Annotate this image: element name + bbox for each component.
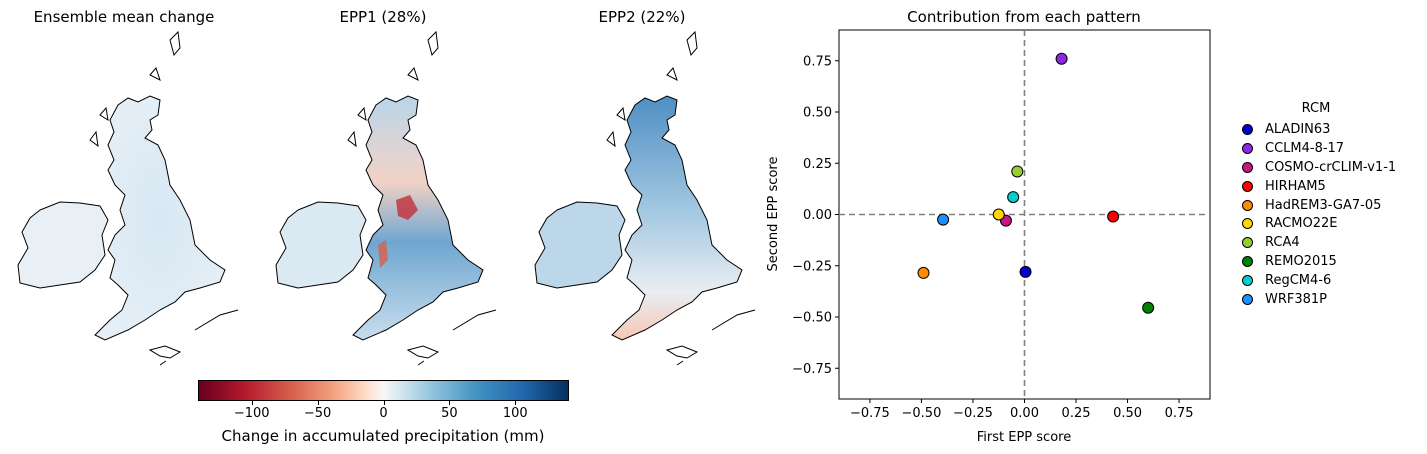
colorbar-tick <box>317 401 319 405</box>
ireland-landmass <box>534 201 626 289</box>
coastline-continent <box>148 309 239 366</box>
point-rca4 <box>1011 165 1024 178</box>
y-tick-label: 0.75 <box>803 54 832 69</box>
point-racmo22e <box>992 208 1005 221</box>
legend-label: RCA4 <box>1265 235 1300 251</box>
colorbar-tick-label: −50 <box>303 406 332 421</box>
colorbar-tick-label: −100 <box>233 406 270 421</box>
scottish-islands <box>606 30 698 148</box>
x-tick-label: −0.50 <box>902 406 942 421</box>
y-tick-label: 0.25 <box>803 157 832 172</box>
colorbar-tick <box>383 401 385 405</box>
red-anomaly-pennines <box>396 195 418 220</box>
ireland-landmass <box>17 201 109 289</box>
epp2-map <box>534 30 756 366</box>
colorbar-tick-label: 100 <box>502 406 528 421</box>
y-tick-label: −0.50 <box>792 311 832 326</box>
legend: RCM ALADIN63 CCLM4-8-17 COSMO-crCLIM-v1-1 H… <box>1236 101 1396 309</box>
red-anomaly-wales <box>378 240 388 268</box>
legend-marker <box>1242 293 1253 305</box>
legend-label: HadREM3-GA7-05 <box>1265 197 1382 213</box>
legend-item: HIRHAM5 <box>1236 177 1396 196</box>
gb-landmass <box>611 95 743 341</box>
reference-lines <box>839 30 1210 399</box>
legend-title: RCM <box>1301 101 1331 116</box>
legend-item: RACMO22E <box>1236 214 1396 233</box>
legend-item: CCLM4-8-17 <box>1236 139 1396 158</box>
legend-marker <box>1242 199 1253 211</box>
x-tick-label: −0.25 <box>953 406 993 421</box>
legend-label: CCLM4-8-17 <box>1265 140 1345 156</box>
legend-label: RACMO22E <box>1265 216 1338 232</box>
x-tick-label: 0.25 <box>1062 406 1091 421</box>
gb-landmass <box>94 95 226 341</box>
legend-label: HIRHAM5 <box>1265 178 1326 194</box>
x-tick-label: −0.75 <box>850 406 890 421</box>
epp2-map-title: EPP2 (22%) <box>598 8 686 26</box>
colorbar-tick <box>449 401 451 405</box>
x-tick-label: 0.00 <box>1010 406 1039 421</box>
y-tick-label: 0.00 <box>803 208 832 223</box>
legend-item: RegCM4-6 <box>1236 271 1396 290</box>
legend-marker <box>1242 180 1253 192</box>
x-axis-label: First EPP score <box>977 430 1071 445</box>
x-tick-label: 0.75 <box>1165 406 1194 421</box>
ensemble-mean-map <box>17 30 239 366</box>
colorbar <box>198 380 569 401</box>
legend-label: WRF381P <box>1265 291 1328 307</box>
point-aladin63 <box>1019 265 1032 278</box>
point-remo2015 <box>1142 301 1155 314</box>
y-axis-label: Second EPP score <box>766 157 781 272</box>
legend-item: REMO2015 <box>1236 252 1396 271</box>
legend-marker <box>1242 256 1253 268</box>
legend-label: ALADIN63 <box>1265 121 1331 137</box>
gb-landmass <box>352 95 484 341</box>
epp1-map-title: EPP1 (28%) <box>339 8 427 26</box>
y-tick-label: 0.50 <box>803 106 832 121</box>
legend-marker <box>1242 237 1253 249</box>
colorbar-tick-label: 50 <box>441 406 458 421</box>
legend-marker <box>1242 275 1253 287</box>
scatter-points <box>917 52 1155 314</box>
scatter-title: Contribution from each pattern <box>907 8 1141 26</box>
legend-item: HadREM3-GA7-05 <box>1236 196 1396 215</box>
colorbar-label: Change in accumulated precipitation (mm) <box>221 427 545 445</box>
scottish-islands <box>347 30 439 148</box>
legend-label: COSMO-crCLIM-v1-1 <box>1265 159 1397 175</box>
legend-marker <box>1242 142 1253 154</box>
coastline-continent <box>665 309 756 366</box>
scottish-islands <box>89 30 181 148</box>
legend-item: COSMO-crCLIM-v1-1 <box>1236 158 1396 177</box>
legend-label: REMO2015 <box>1265 254 1337 270</box>
y-tick-label: −0.75 <box>792 362 832 377</box>
x-axis-ticks: −0.75 −0.50 −0.25 0.00 0.25 0.50 0.75 <box>850 399 1194 421</box>
y-axis-ticks: −0.75 −0.50 −0.25 0.00 0.25 0.50 0.75 <box>792 54 839 377</box>
point-wrf381p <box>937 213 950 226</box>
ireland-landmass <box>275 201 367 289</box>
colorbar-tick <box>251 401 253 405</box>
point-cclm4-8-17 <box>1055 52 1068 65</box>
y-tick-label: −0.25 <box>792 259 832 274</box>
colorbar-tick-label: 0 <box>379 406 388 421</box>
legend-marker <box>1242 218 1253 230</box>
legend-label: RegCM4-6 <box>1265 273 1332 289</box>
point-hadrem3-ga7-05 <box>917 266 930 279</box>
legend-item: RCA4 <box>1236 233 1396 252</box>
legend-item: WRF381P <box>1236 290 1396 309</box>
mean-map-title: Ensemble mean change <box>33 8 215 26</box>
coastline-continent <box>406 309 497 366</box>
colorbar-tick <box>515 401 517 405</box>
legend-marker <box>1242 123 1253 135</box>
legend-item: ALADIN63 <box>1236 120 1396 139</box>
colorbar-gradient <box>198 380 569 401</box>
epp1-map <box>275 30 497 366</box>
legend-marker <box>1242 161 1253 173</box>
point-hirham5 <box>1107 210 1120 223</box>
x-tick-label: 0.50 <box>1113 406 1142 421</box>
point-regcm4-6 <box>1007 191 1020 204</box>
